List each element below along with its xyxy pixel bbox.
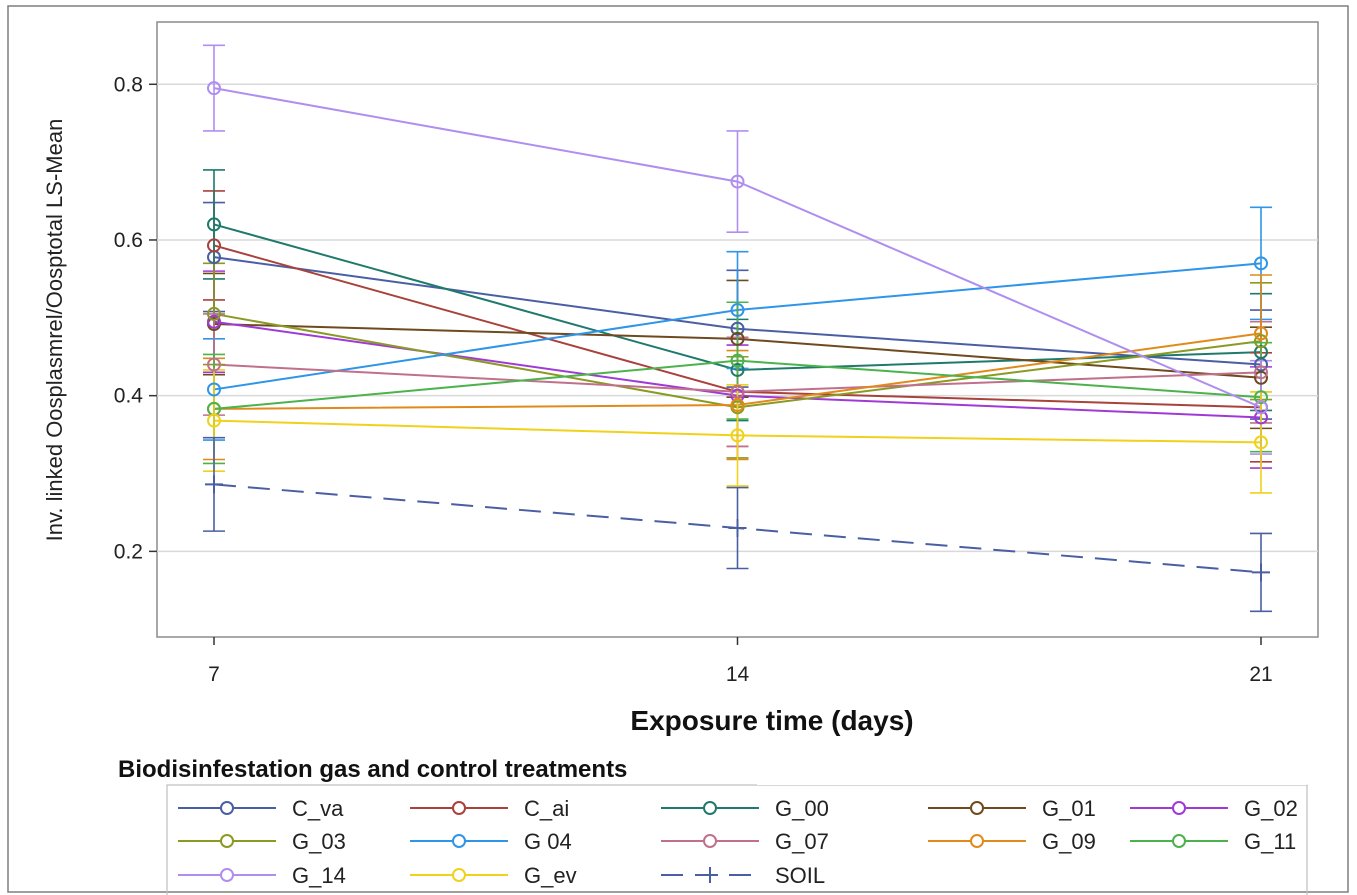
legend-label: G_11: [1244, 829, 1296, 854]
legend-label: G_03: [292, 829, 346, 854]
data-point: [730, 353, 745, 368]
data-point: [207, 314, 221, 329]
legend-item-g-00: G_00: [661, 796, 829, 821]
legend-label: G_09: [1042, 829, 1096, 854]
data-point: [1254, 435, 1268, 450]
legend-item-g-04: G 04: [410, 829, 572, 854]
data-point: [730, 428, 745, 443]
data-point: [730, 321, 745, 336]
data-point: [207, 217, 221, 232]
legend-box: [166, 784, 1308, 895]
data-point: [207, 413, 221, 428]
legend-item-g-14: G_14: [178, 863, 346, 888]
y-tick-label: 0.4: [114, 385, 144, 408]
y-tick-label: 0.8: [114, 73, 143, 96]
legend-item-g-02: G_02: [1130, 796, 1298, 821]
legend-item-c-ai: C_ai: [410, 796, 569, 821]
data-point: [205, 475, 223, 494]
x-tick-label: 7: [208, 663, 220, 686]
data-point: [1254, 370, 1268, 385]
legend-item-c-va: C_va: [178, 796, 344, 821]
data-point: [1254, 326, 1268, 341]
legend: C_va C_ai G_00 G_01 G_02 G_03 G 04 G_07 G_09 G_11…: [178, 796, 1298, 888]
data-point: [730, 384, 745, 399]
data-point: [1254, 390, 1268, 405]
legend-label: G_00: [775, 796, 829, 821]
y-axis: 0.2 0.4 0.6 0.8: [114, 73, 157, 563]
data-point: [1254, 365, 1268, 380]
y-tick-label: 0.6: [114, 229, 143, 252]
legend-label: C_va: [292, 796, 344, 821]
data-point: [1254, 256, 1268, 271]
y-axis-title: Inv. linked Oosplasmrel/Oosptotal LS-Mea…: [42, 119, 67, 542]
y-tick-label: 0.2: [114, 540, 143, 563]
legend-title: Biodisinfestation gas and control treatm…: [118, 756, 627, 783]
data-point: [207, 382, 221, 397]
x-tick-label: 14: [726, 663, 750, 686]
data-point: [730, 362, 745, 377]
x-axis-title: Exposure time (days): [630, 705, 913, 736]
data-point: [1254, 345, 1268, 360]
data-point: [1254, 400, 1268, 415]
data-point: [207, 357, 221, 372]
data-point: [1254, 410, 1268, 425]
data-point: [1252, 563, 1270, 582]
legend-label: G_01: [1042, 796, 1096, 821]
error-bar: [203, 44, 225, 132]
data-point: [728, 519, 747, 538]
legend-label: G_ev: [524, 863, 577, 888]
legend-label: G_02: [1244, 796, 1298, 821]
legend-label: G 04: [524, 829, 572, 854]
legend-item-g-07: G_07: [661, 829, 829, 854]
data-point: [730, 331, 745, 346]
data-point: [207, 81, 221, 96]
legend-label: C_ai: [524, 796, 569, 821]
data-point: [1254, 334, 1268, 349]
markers: [205, 81, 1270, 582]
legend-item-g-01: G_01: [928, 796, 1096, 821]
data-point: [207, 238, 221, 253]
data-point: [730, 303, 745, 318]
legend-box-top-right: [757, 758, 1307, 785]
data-point: [730, 398, 745, 413]
legend-item-g-03: G_03: [178, 829, 346, 854]
legend-item-soil: SOIL: [661, 863, 825, 888]
legend-label: SOIL: [775, 863, 825, 888]
data-point: [730, 174, 745, 189]
legend-item-g-11: G_11: [1130, 829, 1296, 854]
legend-item-g-09: G_09: [928, 829, 1096, 854]
data-point: [207, 306, 221, 321]
figure-border: [7, 5, 1349, 893]
x-axis: 7 14 21: [208, 637, 1273, 686]
x-tick-label: 21: [1249, 663, 1272, 686]
legend-label: G_07: [775, 829, 829, 854]
legend-label: G_14: [292, 863, 346, 888]
error-bar: [726, 130, 749, 233]
legend-item-g-ev: G_ev: [410, 863, 577, 888]
